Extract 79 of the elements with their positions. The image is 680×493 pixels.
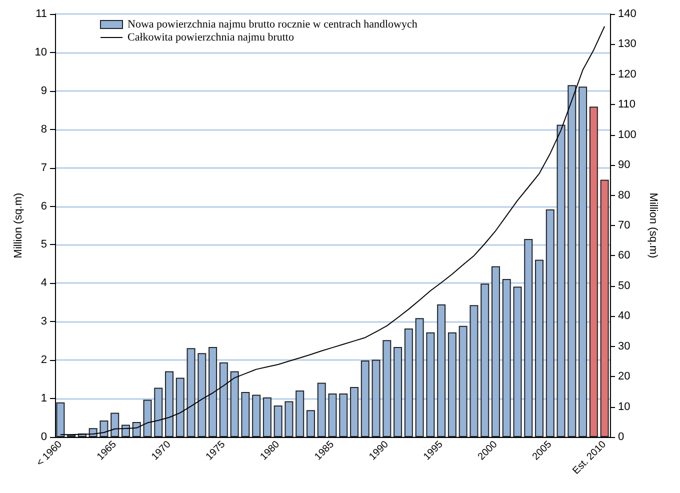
y-tick-label: 3	[40, 316, 47, 328]
bar	[110, 412, 120, 437]
bar	[426, 332, 435, 437]
bar	[524, 238, 533, 437]
y-axis-title: Million (sq.m)	[12, 192, 24, 258]
bar	[470, 305, 478, 437]
bar	[360, 360, 370, 437]
bar	[578, 86, 588, 437]
bar	[317, 382, 326, 437]
bar	[328, 394, 337, 437]
bar	[339, 394, 348, 437]
legend-label: Całkowita powierzchnia najmu brutto	[128, 32, 294, 44]
bar	[415, 318, 424, 437]
bar	[143, 400, 152, 437]
y2-tick-label: 100	[618, 128, 636, 141]
y-tick-label: 5	[40, 238, 47, 251]
y2-tick-label: 0	[618, 431, 624, 443]
bar	[382, 340, 392, 437]
y2-tick-label: 50	[618, 280, 630, 292]
bar	[252, 394, 261, 437]
bar	[404, 328, 413, 437]
bar	[458, 326, 468, 437]
bar	[100, 420, 108, 437]
y-tick-label: 6	[40, 200, 47, 212]
y2-tick-label: 140	[618, 8, 636, 20]
bar	[513, 286, 522, 437]
bar	[165, 371, 174, 437]
bar	[176, 378, 184, 437]
y2-tick-label: 80	[618, 189, 630, 202]
y-tick-label: 0	[40, 431, 47, 443]
bar	[230, 371, 239, 437]
y2-tick-label: 30	[618, 340, 630, 352]
y2-axis-title: Million (sq.m)	[646, 192, 659, 258]
bar	[154, 388, 163, 437]
bar	[502, 278, 511, 437]
bar	[186, 348, 196, 437]
y-tick-label: 10	[34, 46, 47, 58]
bar	[121, 424, 130, 437]
bar	[219, 362, 228, 437]
y2-tick-label: 40	[618, 310, 630, 322]
legend-label: Nowa powierzchnia najmu brutto rocznie w centrach handlowych	[128, 18, 418, 30]
bar	[372, 360, 380, 437]
bar	[208, 347, 218, 437]
y2-tick-label: 60	[618, 250, 630, 262]
bar	[480, 284, 490, 437]
bar	[437, 304, 446, 437]
bar	[262, 397, 272, 437]
bar	[350, 387, 359, 437]
bar	[556, 124, 566, 437]
y-tick-label: 4	[40, 277, 47, 290]
bar	[284, 401, 294, 437]
y-tick-label: 7	[40, 162, 47, 174]
bar	[546, 209, 554, 437]
y2-tick-label: 70	[618, 220, 630, 232]
bar	[589, 106, 598, 437]
y-tick-label: 1	[40, 392, 47, 405]
y2-tick-label: 130	[618, 38, 636, 50]
y2-tick-label: 10	[618, 400, 630, 413]
bar	[394, 347, 402, 437]
y2-tick-label: 110	[618, 98, 636, 111]
y-tick-label: 9	[40, 84, 47, 97]
y2-tick-label: 20	[618, 370, 630, 383]
bar	[241, 392, 250, 437]
bar	[132, 422, 141, 437]
bar	[535, 260, 544, 437]
bar	[600, 180, 609, 437]
bar	[198, 353, 206, 437]
bar	[306, 410, 315, 437]
bar	[274, 405, 282, 437]
y2-tick-label: 90	[618, 159, 630, 172]
y-tick-label: 8	[40, 123, 47, 136]
bar	[491, 266, 500, 437]
bar	[296, 390, 304, 437]
y2-tick-label: 120	[618, 68, 636, 80]
bar	[56, 402, 65, 437]
y-tick-label: 2	[40, 354, 47, 366]
bar	[568, 85, 576, 437]
bar	[448, 332, 456, 437]
y-tick-label: 11	[36, 8, 47, 20]
